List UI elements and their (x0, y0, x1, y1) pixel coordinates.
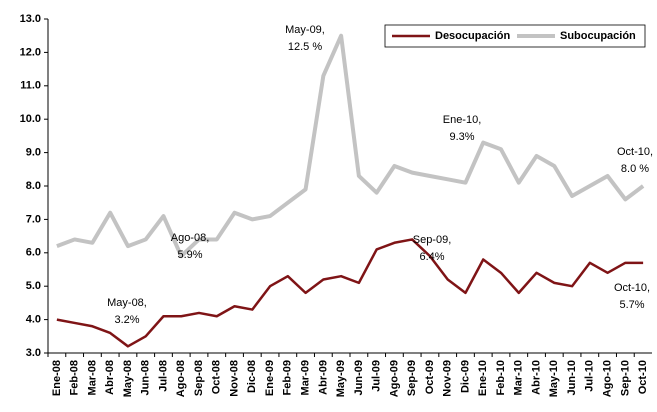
x-tick-label: Ago-08 (175, 360, 187, 397)
x-tick-label: May-09 (335, 360, 347, 397)
y-tick-label: 7.0 (26, 213, 41, 225)
annotation: May-08, (107, 297, 147, 309)
annotation: Ago-08, (171, 232, 210, 244)
x-tick-label: Jul-08 (157, 360, 169, 392)
x-tick-label: Dic-09 (459, 360, 471, 393)
y-tick-label: 13.0 (20, 13, 41, 25)
x-tick-label: Mar-08 (86, 360, 98, 395)
x-tick-label: Jun-09 (353, 360, 365, 395)
series-line (56, 33, 645, 259)
x-tick-label: Abr-10 (530, 360, 542, 395)
y-tick-label: 9.0 (26, 147, 41, 159)
annotation: 8.0 % (621, 163, 649, 175)
legend-label: Desocupación (435, 30, 510, 42)
x-tick-label: Feb-10 (495, 360, 507, 395)
annotation: May-09, (285, 24, 325, 36)
x-tick-label: Mar-10 (513, 360, 525, 395)
x-tick-label: Mar-09 (299, 360, 311, 395)
y-tick-label: 6.0 (26, 247, 41, 259)
x-tick-label: Nov-08 (228, 360, 240, 397)
series-line (56, 238, 644, 348)
x-tick-label: Jul-10 (584, 360, 596, 392)
x-tick-label: Ago-09 (388, 360, 400, 397)
legend-box (384, 24, 646, 48)
y-tick-label: 12.0 (20, 46, 41, 58)
y-tick-label: 5.0 (26, 280, 41, 292)
annotation: Oct-10, (617, 146, 653, 158)
annotation: Sep-09, (413, 234, 452, 246)
x-tick-label: Ene-08 (51, 360, 63, 396)
x-tick-label: Ene-09 (264, 360, 276, 396)
x-tick-label: Feb-08 (69, 360, 81, 395)
x-tick-label: Dic-08 (246, 360, 258, 393)
x-tick-label: Ene-10 (477, 360, 489, 396)
x-tick-label: Oct-10 (637, 360, 649, 394)
x-tick-label: Abr-08 (104, 360, 116, 395)
annotation: 9.3% (449, 131, 474, 143)
x-tick-label: Oct-09 (424, 360, 436, 394)
x-tick-label: Nov-09 (442, 360, 454, 397)
y-tick-label: 11.0 (20, 80, 41, 92)
x-tick-label: May-10 (548, 360, 560, 397)
x-tick-label: Jun-08 (140, 360, 152, 395)
x-tick-label: Jun-10 (566, 360, 578, 395)
x-tick-label: Feb-09 (282, 360, 294, 395)
y-tick-label: 10.0 (20, 113, 41, 125)
annotation: Ene-10, (443, 114, 482, 126)
annotation: 5.9% (177, 249, 202, 261)
x-tick-label: Abr-09 (317, 360, 329, 395)
annotation: Oct-10, (614, 282, 650, 294)
legend-label: Subocupación (560, 30, 636, 42)
x-tick-label: Sep-08 (193, 360, 205, 396)
x-tick-label: Oct-08 (211, 360, 223, 394)
x-tick-label: Ago-10 (601, 360, 613, 397)
x-tick-label: Sep-09 (406, 360, 418, 396)
x-tick-label: May-08 (122, 360, 134, 397)
y-tick-label: 8.0 (26, 180, 41, 192)
annotation: 5.7% (619, 299, 644, 311)
x-tick-label: Sep-10 (619, 360, 631, 396)
y-tick-label: 3.0 (26, 347, 41, 359)
annotation: 12.5 % (288, 41, 322, 53)
annotation: 6.4% (419, 251, 444, 263)
y-tick-label: 4.0 (26, 314, 41, 326)
annotation: 3.2% (114, 314, 139, 326)
x-tick-label: Jul-09 (371, 360, 383, 392)
